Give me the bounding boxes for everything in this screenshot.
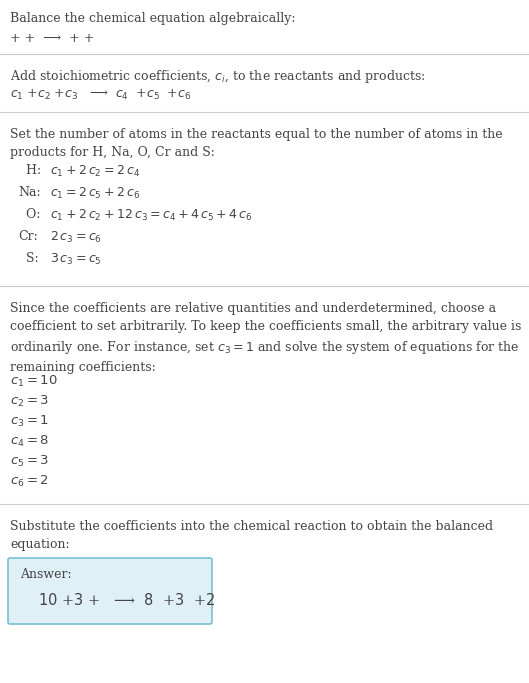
Text: $c_1 + 2\,c_2 = 2\,c_4$: $c_1 + 2\,c_2 = 2\,c_4$ — [50, 164, 140, 179]
Text: $c_3 = 1$: $c_3 = 1$ — [10, 414, 49, 429]
Text: $c_5 = 3$: $c_5 = 3$ — [10, 454, 49, 469]
FancyBboxPatch shape — [8, 558, 212, 624]
Text: Since the coefficients are relative quantities and underdetermined, choose a
coe: Since the coefficients are relative quan… — [10, 302, 522, 374]
Text: $c_2 = 3$: $c_2 = 3$ — [10, 394, 49, 409]
Text: Add stoichiometric coefficients, $c_i$, to the reactants and products:: Add stoichiometric coefficients, $c_i$, … — [10, 68, 425, 85]
Text: Substitute the coefficients into the chemical reaction to obtain the balanced
eq: Substitute the coefficients into the che… — [10, 520, 493, 551]
Text: Answer:: Answer: — [20, 568, 71, 581]
Text: S:: S: — [18, 252, 39, 265]
Text: H:: H: — [18, 164, 41, 177]
Text: $3\,c_3 = c_5$: $3\,c_3 = c_5$ — [50, 252, 102, 267]
Text: Cr:: Cr: — [18, 230, 38, 243]
Text: Na:: Na: — [18, 186, 41, 199]
Text: $c_1 = 10$: $c_1 = 10$ — [10, 374, 58, 389]
Text: + +  ⟶  + +: + + ⟶ + + — [10, 32, 94, 45]
Text: $c_1 + 2\,c_2 + 12\,c_3 = c_4 + 4\,c_5 + 4\,c_6$: $c_1 + 2\,c_2 + 12\,c_3 = c_4 + 4\,c_5 +… — [50, 208, 252, 223]
Text: $10$ +$3$ +   ⟶  $8$  +$3$  +$2$: $10$ +$3$ + ⟶ $8$ +$3$ +$2$ — [38, 592, 215, 608]
Text: $c_1 = 2\,c_5 + 2\,c_6$: $c_1 = 2\,c_5 + 2\,c_6$ — [50, 186, 140, 201]
Text: Balance the chemical equation algebraically:: Balance the chemical equation algebraica… — [10, 12, 296, 25]
Text: $c_4 = 8$: $c_4 = 8$ — [10, 434, 49, 449]
Text: $c_6 = 2$: $c_6 = 2$ — [10, 474, 49, 489]
Text: Set the number of atoms in the reactants equal to the number of atoms in the
pro: Set the number of atoms in the reactants… — [10, 128, 503, 159]
Text: $2\,c_3 = c_6$: $2\,c_3 = c_6$ — [50, 230, 102, 245]
Text: $c_1$ +$c_2$ +$c_3$   ⟶  $c_4$  +$c_5$  +$c_6$: $c_1$ +$c_2$ +$c_3$ ⟶ $c_4$ +$c_5$ +$c_6… — [10, 88, 191, 102]
Text: O:: O: — [18, 208, 41, 221]
